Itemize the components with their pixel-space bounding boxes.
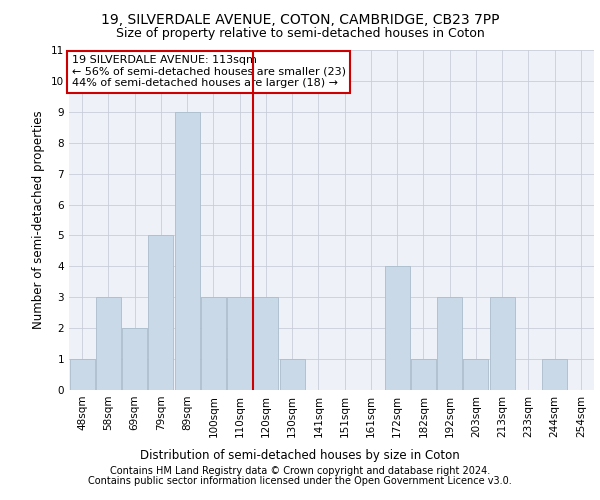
Bar bbox=[490, 298, 515, 390]
Text: 19, SILVERDALE AVENUE, COTON, CAMBRIDGE, CB23 7PP: 19, SILVERDALE AVENUE, COTON, CAMBRIDGE,… bbox=[101, 12, 499, 26]
Bar bbox=[437, 298, 462, 390]
Bar bbox=[253, 298, 278, 390]
Bar bbox=[122, 328, 147, 390]
Text: Contains HM Land Registry data © Crown copyright and database right 2024.: Contains HM Land Registry data © Crown c… bbox=[110, 466, 490, 476]
Bar bbox=[227, 298, 252, 390]
Bar bbox=[148, 236, 173, 390]
Text: Distribution of semi-detached houses by size in Coton: Distribution of semi-detached houses by … bbox=[140, 450, 460, 462]
Bar bbox=[70, 359, 95, 390]
Bar bbox=[280, 359, 305, 390]
Bar bbox=[175, 112, 200, 390]
Bar bbox=[411, 359, 436, 390]
Text: Contains public sector information licensed under the Open Government Licence v3: Contains public sector information licen… bbox=[88, 476, 512, 486]
Bar bbox=[542, 359, 567, 390]
Text: Size of property relative to semi-detached houses in Coton: Size of property relative to semi-detach… bbox=[116, 28, 484, 40]
Text: 19 SILVERDALE AVENUE: 113sqm
← 56% of semi-detached houses are smaller (23)
44% : 19 SILVERDALE AVENUE: 113sqm ← 56% of se… bbox=[71, 55, 346, 88]
Y-axis label: Number of semi-detached properties: Number of semi-detached properties bbox=[32, 110, 46, 330]
Bar bbox=[463, 359, 488, 390]
Bar bbox=[96, 298, 121, 390]
Bar bbox=[385, 266, 410, 390]
Bar bbox=[201, 298, 226, 390]
